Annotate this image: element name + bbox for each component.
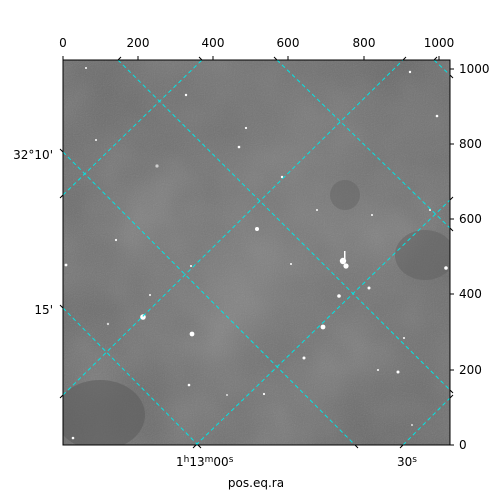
star [64,263,68,267]
ra-label: 30s [397,455,417,469]
star [262,392,266,396]
top-tick-label: 1000 [424,36,455,50]
star [149,294,151,296]
star [155,164,159,168]
svg-text:30s: 30s [397,455,417,469]
top-tick-label: 800 [353,36,376,50]
right-tick-label: 600 [459,212,482,226]
top-tick-label: 0 [59,36,67,50]
star [280,175,284,179]
star [396,370,400,374]
plot-frame [62,59,451,446]
dec-label: 32°10' [13,148,53,162]
star-field [64,67,448,440]
right-pixel-tick-labels: 0 200 400 600 800 1000 [459,62,490,452]
star [429,209,431,211]
star [187,383,191,387]
top-tick-label: 400 [202,36,225,50]
star [190,265,192,267]
top-pixel-axis [62,56,440,60]
svg-text:1h13m00s: 1h13m00s [176,455,234,469]
star [95,139,97,141]
dec-label: 15' [34,303,53,317]
right-pixel-axis [450,68,454,446]
star [435,114,439,118]
star [408,70,412,74]
top-tick-label: 200 [127,36,150,50]
star [371,214,373,216]
star [290,263,292,265]
star [377,369,379,371]
ra-label: 1h13m00s [176,455,234,469]
right-tick-label: 200 [459,363,482,377]
star [367,286,371,290]
star [237,145,241,149]
wcs-grid [63,60,450,445]
star [106,322,110,326]
wcs-ticks [59,56,454,449]
sky-image [63,60,450,445]
star [184,93,188,97]
star [255,227,259,231]
right-tick-label: 800 [459,137,482,151]
top-tick-label: 600 [277,36,300,50]
star [444,266,448,270]
right-tick-label: 1000 [459,62,490,76]
top-pixel-tick-labels: 0 200 400 600 800 1000 [59,36,454,50]
star [316,209,318,211]
right-tick-label: 400 [459,287,482,301]
star [403,337,405,339]
star [337,294,341,298]
star [226,394,228,396]
star [244,126,248,130]
star [320,324,326,330]
right-tick-label: 0 [459,438,467,452]
star [411,424,413,426]
star [302,356,306,360]
x-axis-label: pos.eq.ra [228,476,284,490]
star [85,67,87,69]
star [140,314,146,320]
star [71,436,75,440]
star [114,238,118,242]
star [189,331,195,337]
